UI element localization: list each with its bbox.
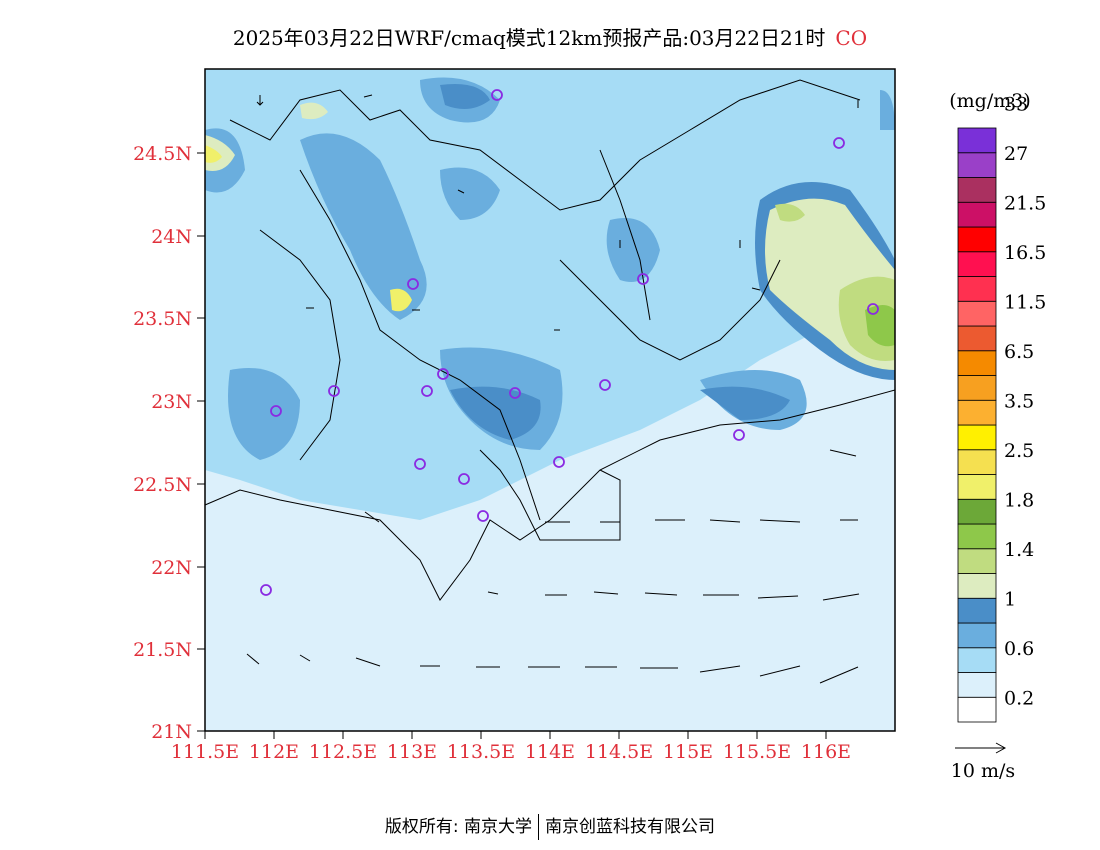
colorbar-label: 16.5 — [1004, 242, 1046, 264]
lon-tick-label: 115.5E — [723, 741, 791, 763]
colorbar-swatch — [957, 523, 997, 550]
lon-tick-label: 111.5E — [171, 741, 239, 763]
lat-tick-label: 24N — [151, 226, 192, 248]
colorbar-label: 27 — [1004, 143, 1028, 165]
lat-tick-label: 21N — [151, 721, 192, 743]
colorbar-swatch — [957, 696, 997, 723]
wind-legend-label: 10 m/s — [951, 760, 1015, 782]
colorbar-swatch — [957, 548, 997, 574]
latitude-axis — [197, 152, 205, 732]
lon-tick-label: 116E — [801, 741, 851, 763]
lat-tick-label: 22.5N — [133, 474, 192, 496]
colorbar-swatch — [957, 127, 997, 154]
lat-tick-label: 22N — [151, 557, 192, 579]
lat-tick-label: 23.5N — [133, 308, 192, 330]
colorbar-swatch — [957, 474, 997, 500]
colorbar-swatch — [957, 597, 997, 624]
lon-tick-label: 114.5E — [585, 741, 653, 763]
station-markers — [260, 89, 879, 596]
lon-tick-label: 112E — [249, 741, 299, 763]
species-label: CO — [835, 26, 868, 50]
colorbar-swatch — [957, 498, 997, 525]
colorbar-swatch — [957, 375, 997, 401]
wind-legend-arrow — [955, 742, 1007, 754]
lon-tick-label: 114E — [525, 741, 575, 763]
colorbar-swatch — [957, 449, 997, 475]
colorbar-swatch — [957, 647, 997, 673]
colorbar-swatch — [957, 177, 997, 203]
colorbar-swatch — [957, 226, 997, 253]
copyright-right: 南京创蓝科技有限公司 — [545, 817, 716, 837]
copyright-left: 版权所有: 南京大学 — [384, 817, 533, 837]
colorbar-swatch — [957, 622, 997, 649]
colorbar-swatch — [957, 300, 997, 327]
lon-tick-label: 115E — [663, 741, 713, 763]
lat-tick-label: 21.5N — [133, 639, 192, 661]
colorbar-label: 2.5 — [1004, 440, 1034, 462]
colorbar-swatch — [957, 251, 997, 277]
colorbar-label: 11.5 — [1004, 291, 1046, 313]
colorbar-swatch — [957, 573, 997, 599]
copyright-footer: 版权所有: 南京大学 南京创蓝科技有限公司 — [0, 812, 1100, 840]
wind-vectors — [246, 94, 860, 684]
colorbar-label: 3.5 — [1004, 390, 1034, 412]
map-title: 2025年03月22日WRF/cmaq模式12km预报产品:03月22日21时 C… — [0, 22, 1100, 51]
colorbar-label: 1 — [1004, 588, 1016, 610]
lat-tick-label: 24.5N — [133, 143, 192, 165]
colorbar-label: 0.2 — [1004, 687, 1034, 709]
colorbar-swatch — [957, 201, 997, 228]
colorbar-label: 1.8 — [1004, 489, 1034, 511]
colorbar-label: 0.6 — [1004, 638, 1034, 660]
lon-tick-label: 112.5E — [309, 741, 377, 763]
lat-tick-label: 23N — [151, 391, 192, 413]
colorbar-label: 1.4 — [1004, 539, 1034, 561]
lon-tick-label: 113E — [387, 741, 437, 763]
colorbar-swatch — [957, 276, 997, 302]
colorbar-swatch — [957, 424, 997, 451]
colorbar-swatch — [957, 350, 997, 376]
colorbar-swatch — [957, 672, 997, 698]
colorbar-swatch — [957, 399, 997, 426]
colorbar-swatch — [957, 152, 997, 178]
colorbar-label: 21.5 — [1004, 192, 1046, 214]
colorbar-swatch — [957, 325, 997, 352]
coastline-borders — [204, 79, 896, 601]
colorbar-label: 33 — [1004, 93, 1028, 115]
longitude-axis — [204, 731, 827, 739]
footer-divider — [538, 814, 540, 840]
concentration-field — [205, 69, 895, 731]
colorbar-unit: (mg/m3) — [949, 90, 1031, 112]
colorbar-labels: 0.2 0.6 1 1.4 1.8 2.5 3.5 6.5 11.5 16.5 21.5 27 33 — [1004, 93, 1046, 709]
title-text: 2025年03月22日WRF/cmaq模式12km预报产品:03月22日21时 — [232, 26, 826, 50]
colorbar-label: 6.5 — [1004, 341, 1034, 363]
colorbar — [957, 127, 997, 723]
lon-tick-label: 113.5E — [447, 741, 515, 763]
